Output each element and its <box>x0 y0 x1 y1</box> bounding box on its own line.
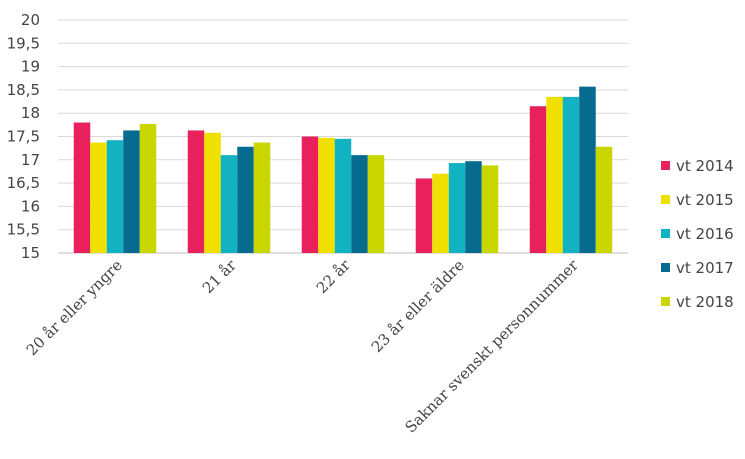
category-label: 22 år <box>313 256 355 298</box>
bar <box>73 122 91 254</box>
legend-swatch <box>661 161 670 170</box>
y-tick-label: 15,5 <box>7 221 40 239</box>
y-tick-label: 18 <box>21 104 40 122</box>
category-label: 21 år <box>199 256 241 298</box>
category-label: 23 år eller äldre <box>368 256 468 356</box>
bar <box>367 155 385 253</box>
legend-label: vt 2017 <box>676 259 734 277</box>
legend: vt 2014 vt 2015 vt 2016 vt 2017 vt 2018 <box>661 157 734 311</box>
bar <box>204 132 221 253</box>
y-tick-label: 19 <box>21 58 40 76</box>
bar <box>465 161 482 253</box>
bar <box>546 96 563 253</box>
y-tick-label: 17 <box>21 151 40 169</box>
bar <box>187 130 205 253</box>
bar <box>237 146 254 253</box>
y-tick-label: 18,5 <box>7 81 40 99</box>
legend-label: vt 2016 <box>676 225 734 243</box>
legend-label: vt 2014 <box>676 157 734 175</box>
legend-label: vt 2018 <box>676 293 734 311</box>
legend-swatch <box>661 229 670 238</box>
bar <box>106 140 124 253</box>
bars <box>73 86 613 254</box>
bar <box>481 165 499 253</box>
x-axis-category-labels: 20 år eller yngre 21 år 22 år 23 år eller ä… <box>23 256 583 437</box>
bar <box>415 178 433 253</box>
bar <box>448 163 466 253</box>
y-axis-tick-labels: 15 15,5 16 16,5 17 17,5 18 18,5 19 19,5 20 <box>7 11 40 262</box>
bar <box>579 86 596 253</box>
y-tick-label: 20 <box>21 11 40 29</box>
bar <box>334 138 352 253</box>
bar <box>595 146 613 253</box>
bar <box>220 155 238 253</box>
legend-swatch <box>661 263 670 272</box>
bar <box>90 142 107 253</box>
y-tick-label: 16 <box>21 197 40 215</box>
y-tick-label: 15 <box>21 244 40 262</box>
bar <box>432 173 449 253</box>
y-tick-label: 17,5 <box>7 128 40 146</box>
bar <box>301 136 319 253</box>
y-tick-label: 16,5 <box>7 174 40 192</box>
bar <box>351 155 368 253</box>
category-label: 20 år eller yngre <box>23 256 126 359</box>
bar <box>318 137 335 253</box>
legend-label: vt 2015 <box>676 191 734 209</box>
bar <box>123 130 140 253</box>
bar <box>253 142 271 253</box>
legend-swatch <box>661 195 670 204</box>
bar <box>139 123 157 253</box>
legend-swatch <box>661 297 670 306</box>
y-tick-label: 19,5 <box>7 34 40 52</box>
bar <box>562 96 580 253</box>
bar <box>529 106 547 254</box>
